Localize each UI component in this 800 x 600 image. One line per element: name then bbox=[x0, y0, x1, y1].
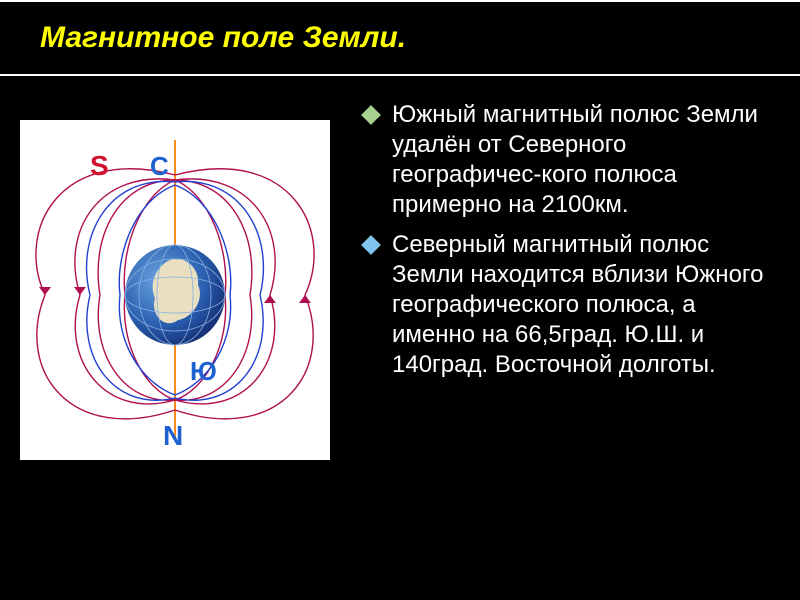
bullet-text: Северный магнитный полюс Земли находится… bbox=[392, 230, 770, 380]
earth-magnetic-field-diagram: S С Ю N bbox=[20, 120, 330, 460]
north-magnetic-pole-label: N bbox=[163, 420, 183, 451]
south-magnetic-pole-label: S bbox=[90, 150, 109, 181]
bullet-diamond-icon bbox=[360, 234, 382, 256]
list-item: Южный магнитный полюс Земли удалён от Се… bbox=[360, 100, 770, 220]
north-geo-label: С bbox=[150, 151, 169, 181]
earth-globe bbox=[125, 245, 225, 345]
bullet-list: Южный магнитный полюс Земли удалён от Се… bbox=[360, 100, 770, 390]
bullet-diamond-icon bbox=[360, 104, 382, 126]
title-band: Магнитное поле Земли. bbox=[0, 0, 800, 76]
page-title: Магнитное поле Земли. bbox=[40, 21, 406, 55]
south-geo-label: Ю bbox=[190, 356, 217, 386]
diagram-svg: S С Ю N bbox=[20, 120, 330, 460]
bullet-text: Южный магнитный полюс Земли удалён от Се… bbox=[392, 100, 770, 220]
content-area: S С Ю N Южный магнитный полюс Земли удал… bbox=[0, 90, 800, 600]
list-item: Северный магнитный полюс Земли находится… bbox=[360, 230, 770, 380]
